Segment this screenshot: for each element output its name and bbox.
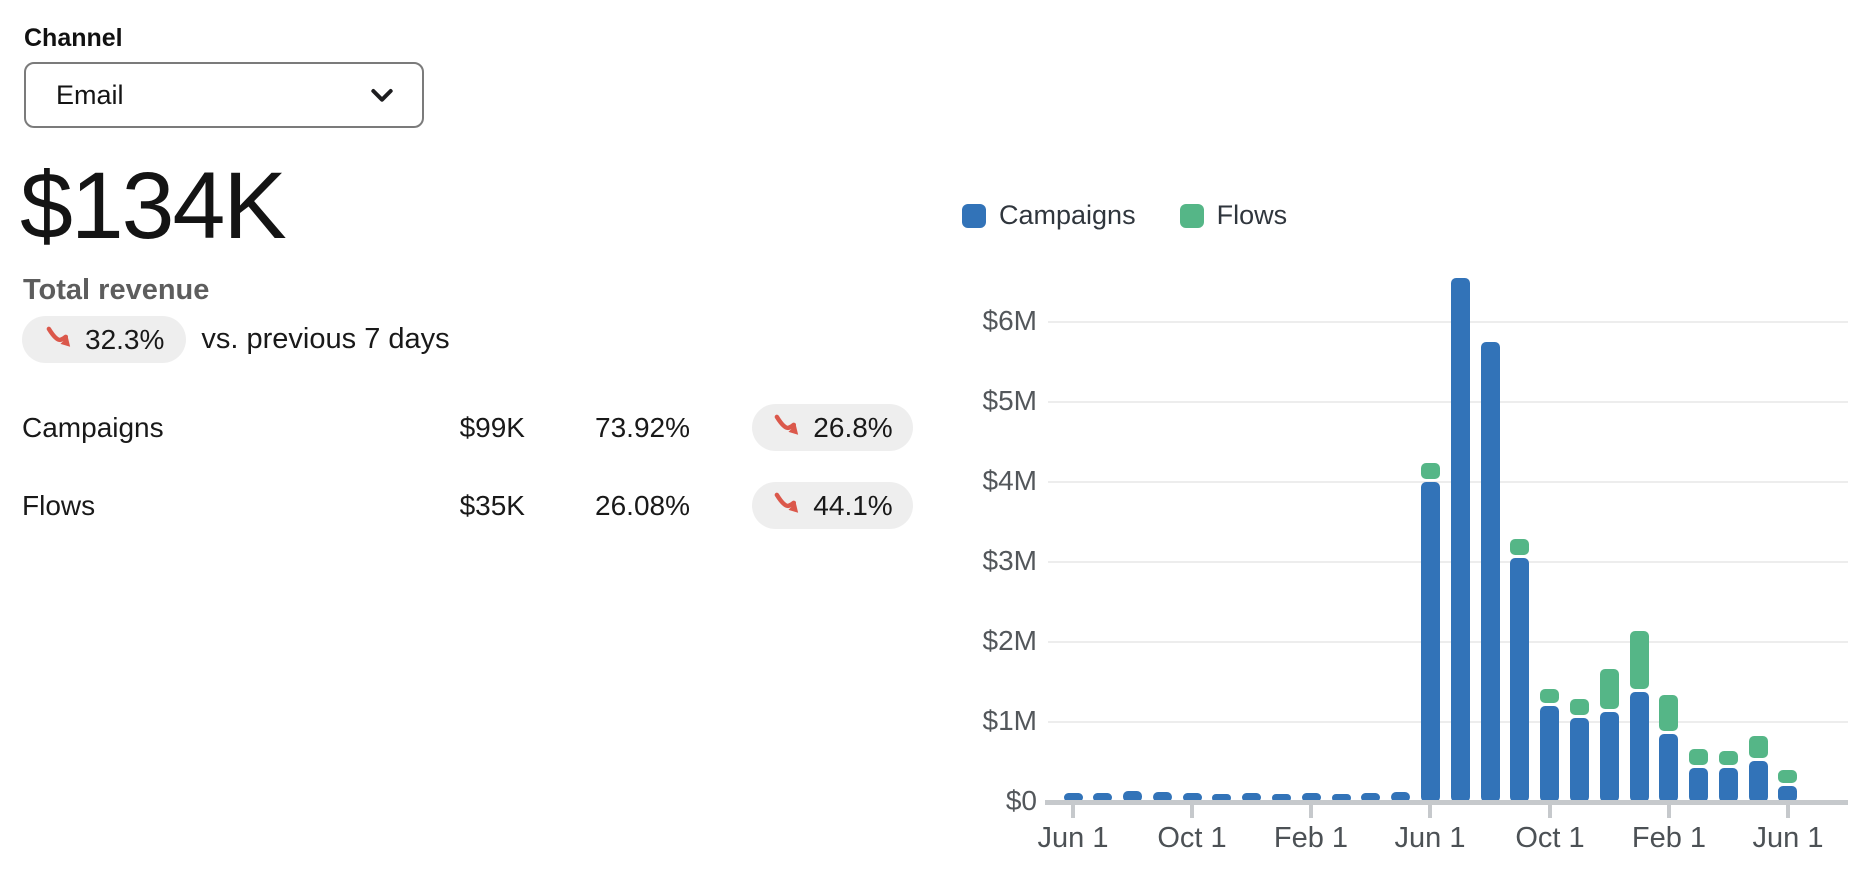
campaigns-bar[interactable]	[1510, 558, 1529, 802]
x-axis-tick	[1786, 805, 1790, 818]
chart-legend: Campaigns Flows	[962, 200, 1287, 231]
campaigns-bar[interactable]	[1540, 706, 1559, 802]
campaigns-bar[interactable]	[1332, 794, 1351, 802]
campaigns-bar[interactable]	[1570, 718, 1589, 802]
campaigns-bar[interactable]	[1123, 791, 1142, 802]
y-axis-label: $5M	[982, 385, 1037, 416]
legend-label: Campaigns	[999, 200, 1136, 230]
chevron-down-icon	[366, 79, 398, 111]
x-axis-tick	[1071, 805, 1075, 818]
breakdown-row-campaigns: Campaigns $99K 73.92% 26.8%	[0, 403, 930, 453]
trend-down-icon	[44, 325, 75, 354]
row-change-value: 26.8%	[813, 411, 893, 443]
total-change-value: 32.3%	[85, 323, 165, 355]
channel-label: Channel	[24, 24, 123, 52]
trend-down-icon	[772, 491, 803, 520]
flows-bar[interactable]	[1659, 695, 1678, 731]
x-axis-label: Feb 1	[1273, 822, 1349, 854]
row-change-badge: 26.8%	[752, 404, 913, 451]
y-axis-label: $6M	[982, 305, 1037, 336]
campaigns-bar[interactable]	[1093, 793, 1112, 802]
row-value: $99K	[459, 412, 525, 443]
campaigns-bar[interactable]	[1451, 278, 1470, 802]
x-axis-label: Jun 1	[1037, 822, 1109, 854]
flows-bar[interactable]	[1570, 699, 1589, 715]
row-share: 73.92%	[595, 412, 690, 443]
gridline	[1048, 401, 1848, 403]
gridline	[1048, 321, 1848, 323]
flows-bar[interactable]	[1510, 539, 1529, 555]
campaigns-bar[interactable]	[1361, 793, 1380, 802]
row-change-badge: 44.1%	[752, 482, 913, 529]
y-axis-label: $2M	[982, 625, 1037, 656]
row-share: 26.08%	[595, 490, 690, 521]
breakdown-row-flows: Flows $35K 26.08% 44.1%	[0, 481, 930, 531]
row-label: Campaigns	[22, 412, 164, 443]
total-change-badge: 32.3%	[22, 316, 187, 363]
y-axis-label: $1M	[982, 705, 1037, 736]
x-axis-label: Feb 1	[1631, 822, 1707, 854]
campaigns-bar[interactable]	[1778, 786, 1797, 802]
campaigns-bar[interactable]	[1272, 794, 1291, 802]
x-axis-tick	[1548, 805, 1552, 818]
flows-bar[interactable]	[1778, 770, 1797, 783]
row-change-value: 44.1%	[813, 489, 893, 521]
y-axis-label: $0	[1005, 785, 1037, 816]
legend-item-flows[interactable]: Flows	[1179, 200, 1288, 231]
campaigns-bar[interactable]	[1481, 342, 1500, 802]
x-axis-label: Jun 1	[1394, 822, 1466, 854]
x-axis-tick	[1309, 805, 1313, 818]
flows-swatch	[1179, 203, 1204, 228]
total-revenue-change-row: 32.3% vs. previous 7 days	[22, 316, 450, 363]
x-axis-tick	[1667, 805, 1671, 818]
comparison-period-text: vs. previous 7 days	[201, 323, 450, 355]
flows-bar[interactable]	[1749, 736, 1768, 758]
campaigns-bar[interactable]	[1749, 761, 1768, 802]
campaigns-bar[interactable]	[1719, 768, 1738, 802]
flows-bar[interactable]	[1689, 749, 1708, 765]
campaigns-bar[interactable]	[1064, 793, 1083, 802]
campaigns-bar[interactable]	[1600, 712, 1619, 802]
gridline	[1048, 721, 1848, 723]
x-axis-label: Jun 1	[1752, 822, 1824, 854]
gridline	[1048, 641, 1848, 643]
channel-select[interactable]: Email	[24, 62, 424, 128]
x-axis-tick	[1428, 805, 1432, 818]
campaigns-bar[interactable]	[1153, 792, 1172, 802]
legend-item-campaigns[interactable]: Campaigns	[962, 200, 1136, 231]
y-axis-label: $3M	[982, 545, 1037, 576]
flows-bar[interactable]	[1540, 689, 1559, 703]
row-value: $35K	[459, 490, 525, 521]
campaigns-bar[interactable]	[1659, 734, 1678, 802]
total-revenue-label: Total revenue	[23, 274, 210, 306]
gridline	[1048, 561, 1848, 563]
campaigns-bar[interactable]	[1689, 768, 1708, 802]
gridline	[1048, 481, 1848, 483]
campaigns-bar[interactable]	[1302, 793, 1321, 802]
campaigns-bar[interactable]	[1421, 482, 1440, 802]
total-revenue-value: $134K	[20, 153, 287, 259]
campaigns-bar[interactable]	[1212, 794, 1231, 802]
x-axis-label: Oct 1	[1157, 822, 1227, 854]
trend-down-icon	[772, 413, 803, 442]
campaigns-bar[interactable]	[1183, 793, 1202, 802]
channel-selected-value: Email	[56, 79, 124, 110]
x-axis-tick	[1190, 805, 1194, 818]
flows-bar[interactable]	[1719, 751, 1738, 765]
campaigns-swatch	[962, 203, 986, 228]
row-label: Flows	[22, 490, 96, 521]
y-axis-label: $4M	[982, 465, 1037, 496]
campaigns-bar[interactable]	[1630, 692, 1649, 802]
campaigns-bar[interactable]	[1242, 793, 1261, 802]
flows-bar[interactable]	[1421, 463, 1440, 479]
flows-bar[interactable]	[1630, 631, 1649, 689]
legend-label: Flows	[1216, 200, 1288, 230]
campaigns-bar[interactable]	[1391, 792, 1410, 802]
flows-bar[interactable]	[1600, 669, 1619, 709]
x-axis-label: Oct 1	[1515, 822, 1585, 854]
